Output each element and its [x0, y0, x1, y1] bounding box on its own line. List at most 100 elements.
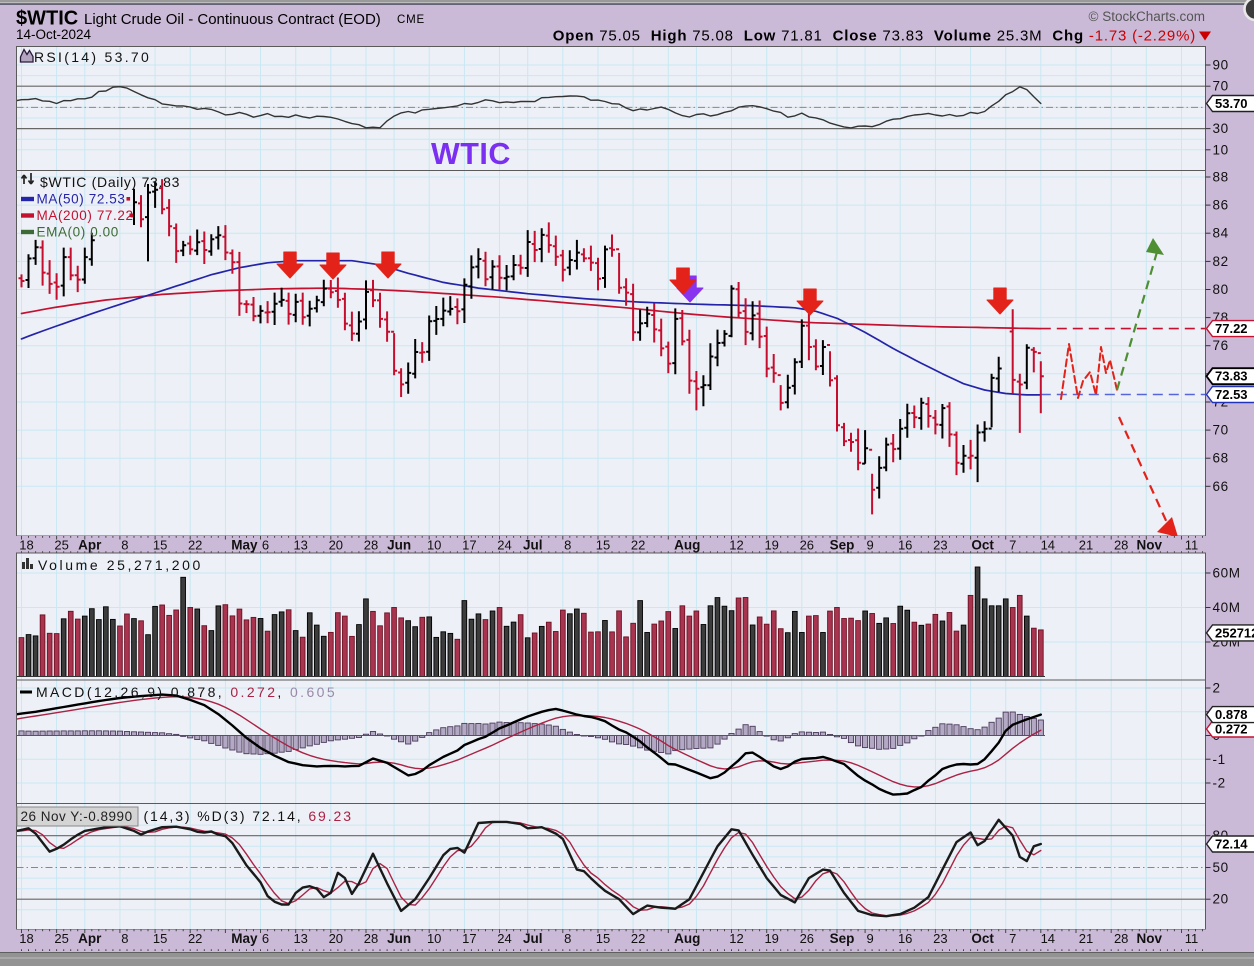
svg-text:MA(200) 77.22: MA(200) 77.22 [37, 208, 134, 223]
svg-text:© StockCharts.com: © StockCharts.com [1089, 9, 1205, 24]
svg-text:252712: 252712 [1215, 625, 1254, 640]
svg-text:11: 11 [1185, 538, 1199, 553]
svg-text:22: 22 [188, 931, 202, 946]
svg-text:18: 18 [19, 538, 33, 553]
svg-text:Jun: Jun [387, 931, 411, 946]
svg-text:Sep: Sep [830, 538, 855, 553]
svg-text:72.14: 72.14 [1215, 837, 1248, 852]
svg-text:12: 12 [729, 931, 743, 946]
svg-text:80: 80 [1213, 282, 1229, 297]
svg-text:20: 20 [1213, 892, 1229, 907]
svg-text:26 Nov Y:-0.8990: 26 Nov Y:-0.8990 [21, 809, 133, 824]
svg-text:28: 28 [364, 538, 378, 553]
svg-text:10: 10 [427, 538, 441, 553]
svg-text:7: 7 [1009, 931, 1016, 946]
svg-text:EMA(0) 0.00: EMA(0) 0.00 [37, 225, 119, 240]
svg-text:RSI(14) 53.70: RSI(14) 53.70 [34, 49, 151, 65]
svg-text:22: 22 [188, 538, 202, 553]
svg-text:(14,3) %D(3) 72.14, 69.23: (14,3) %D(3) 72.14, 69.23 [144, 808, 353, 824]
svg-text:15: 15 [153, 538, 167, 553]
svg-text:15: 15 [153, 931, 167, 946]
svg-text:22: 22 [631, 931, 645, 946]
svg-text:Apr: Apr [78, 538, 102, 553]
svg-text:Oct: Oct [971, 538, 994, 553]
svg-text:-1: -1 [1213, 752, 1226, 767]
svg-text:Sep: Sep [830, 931, 855, 946]
svg-text:30: 30 [1213, 121, 1229, 136]
svg-text:77.22: 77.22 [1215, 321, 1248, 336]
svg-text:0.272: 0.272 [1215, 722, 1248, 737]
svg-text:8: 8 [564, 931, 571, 946]
svg-text:WTIC: WTIC [431, 137, 511, 171]
svg-text:6: 6 [262, 931, 269, 946]
svg-text:8: 8 [564, 538, 571, 553]
svg-text:$WTIC: $WTIC [16, 8, 78, 30]
svg-text:Volume 25,271,200: Volume 25,271,200 [38, 557, 203, 573]
svg-text:$WTIC (Daily) 73.83: $WTIC (Daily) 73.83 [40, 174, 180, 190]
svg-text:Apr: Apr [78, 931, 102, 946]
svg-text:90: 90 [1213, 58, 1229, 73]
svg-text:CME: CME [397, 14, 425, 26]
svg-text:MA(50) 72.53: MA(50) 72.53 [37, 192, 126, 207]
svg-text:28: 28 [364, 931, 378, 946]
svg-text:-2: -2 [1213, 776, 1226, 791]
svg-text:40M: 40M [1213, 600, 1241, 615]
svg-text:6: 6 [262, 538, 269, 553]
svg-text:14-Oct-2024: 14-Oct-2024 [16, 27, 92, 42]
svg-text:17: 17 [462, 538, 476, 553]
svg-text:0.878: 0.878 [1215, 707, 1248, 722]
svg-text:19: 19 [764, 538, 778, 553]
svg-text:Jul: Jul [523, 538, 543, 553]
svg-text:28: 28 [1114, 538, 1128, 553]
svg-text:25: 25 [54, 538, 68, 553]
svg-text:21: 21 [1079, 538, 1093, 553]
svg-text:2: 2 [1213, 681, 1221, 696]
svg-text:May: May [231, 931, 258, 946]
svg-text:68: 68 [1213, 451, 1229, 466]
svg-text:88: 88 [1213, 170, 1229, 185]
svg-text:28: 28 [1114, 931, 1128, 946]
svg-text:7: 7 [1009, 538, 1016, 553]
svg-text:24: 24 [497, 538, 511, 553]
svg-text:50: 50 [1213, 860, 1229, 875]
svg-text:8: 8 [121, 931, 128, 946]
svg-text:Aug: Aug [674, 931, 700, 946]
svg-text:84: 84 [1213, 226, 1229, 241]
svg-text:Jul: Jul [523, 931, 543, 946]
svg-text:Oct: Oct [971, 931, 994, 946]
svg-text:Jun: Jun [387, 538, 411, 553]
svg-text:86: 86 [1213, 198, 1229, 213]
svg-text:66: 66 [1213, 479, 1229, 494]
svg-text:53.70: 53.70 [1215, 96, 1248, 111]
svg-text:May: May [231, 538, 258, 553]
svg-text:21: 21 [1079, 931, 1093, 946]
svg-text:25: 25 [54, 931, 68, 946]
svg-text:Nov: Nov [1137, 538, 1163, 553]
svg-text:16: 16 [898, 538, 912, 553]
svg-text:Open 75.05 High 75.08 Low 71: Open 75.05 High 75.08 Low 71.81 Close 73… [553, 28, 1196, 45]
svg-text:10: 10 [1213, 142, 1229, 157]
svg-text:9: 9 [866, 538, 873, 553]
svg-text:13: 13 [293, 538, 307, 553]
svg-text:70: 70 [1213, 423, 1229, 438]
svg-text:26: 26 [800, 931, 814, 946]
svg-text:60M: 60M [1213, 566, 1241, 581]
svg-text:82: 82 [1213, 254, 1229, 269]
svg-text:20: 20 [329, 538, 343, 553]
svg-text:13: 13 [293, 931, 307, 946]
svg-text:76: 76 [1213, 338, 1229, 353]
svg-text:26: 26 [800, 538, 814, 553]
svg-text:16: 16 [898, 931, 912, 946]
svg-text:72.53: 72.53 [1215, 387, 1248, 402]
svg-text:19: 19 [764, 931, 778, 946]
svg-text:23: 23 [933, 538, 947, 553]
svg-text:14: 14 [1041, 538, 1055, 553]
svg-text:22: 22 [631, 538, 645, 553]
svg-text:14: 14 [1041, 931, 1055, 946]
svg-text:20: 20 [329, 931, 343, 946]
svg-text:70: 70 [1213, 79, 1229, 94]
svg-text:10: 10 [427, 931, 441, 946]
svg-text:24: 24 [497, 931, 511, 946]
svg-text:Nov: Nov [1137, 931, 1163, 946]
svg-text:18: 18 [19, 931, 33, 946]
